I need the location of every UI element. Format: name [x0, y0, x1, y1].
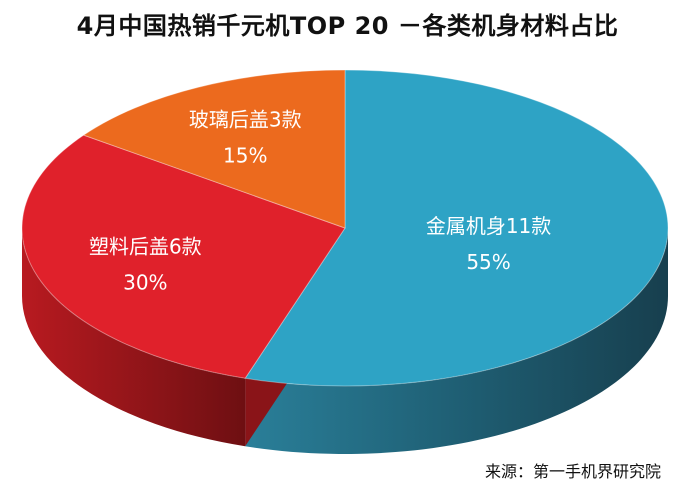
- slice-percent-1: 55%: [466, 250, 510, 274]
- slice-label-2: 塑料后盖6款: [89, 235, 202, 259]
- slice-percent-3: 15%: [223, 143, 267, 167]
- pie-top-layer: [21, 69, 669, 387]
- pie-side-2: [21, 228, 246, 447]
- pie-label-layer: 金属机身11款 55% 塑料后盖6款 30% 玻璃后盖3款 15%: [89, 107, 551, 294]
- pie-slice-3: [82, 69, 346, 229]
- pie-slice-1: [244, 69, 669, 387]
- pie-side-1: [245, 228, 669, 455]
- chart-title: 4月中国热销千元机TOP 20 －各类机身材料占比: [76, 12, 619, 40]
- source-note: 来源：第一手机界研究院: [484, 462, 661, 481]
- pie-slice-2: [21, 134, 346, 379]
- slice-label-3: 玻璃后盖3款: [189, 107, 302, 131]
- slice-percent-2: 30%: [123, 271, 167, 295]
- slice-label-1: 金属机身11款: [426, 214, 551, 238]
